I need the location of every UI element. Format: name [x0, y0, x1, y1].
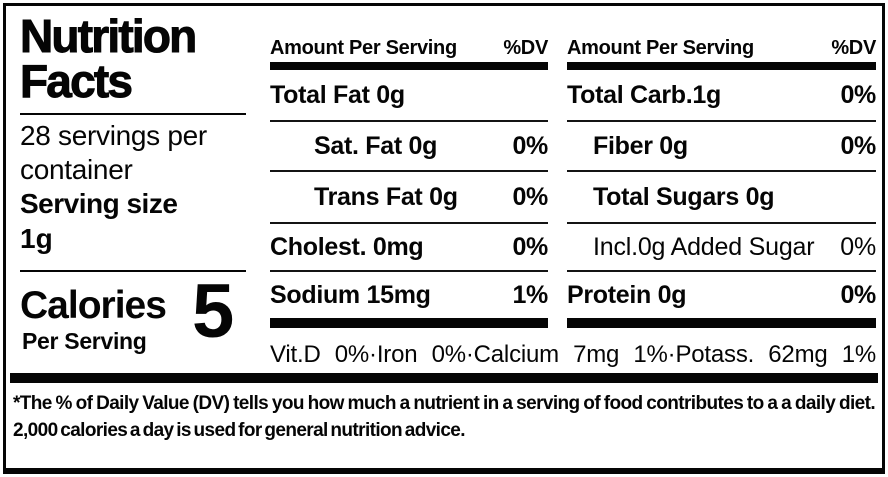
dv-heading: %DV	[503, 37, 548, 59]
row-added-sugar: Incl.0g Added Sugar 0%	[567, 224, 876, 272]
row-protein: Protein 0g 0%	[567, 272, 876, 318]
row-sodium: Sodium 15mg 1%	[270, 272, 548, 318]
nutrient-name: Sodium 15mg	[270, 280, 431, 309]
nutrient-dv: 1%	[512, 280, 548, 309]
nutrient-name: Protein 0g	[567, 280, 687, 309]
label-title-line1: Nutrition	[19, 10, 197, 62]
row-sat-fat: Sat. Fat 0g 0%	[270, 122, 548, 172]
row-trans-fat: Trans Fat 0g 0%	[270, 172, 548, 224]
nutrient-dv: 0%	[512, 182, 548, 211]
calories-value: 5	[192, 269, 235, 354]
dv-heading: %DV	[831, 37, 876, 59]
panel-bottom-bar	[270, 318, 548, 328]
nutrient-dv: 0%	[840, 131, 876, 160]
row-total-sugars: Total Sugars 0g	[567, 172, 876, 224]
calories-divider	[20, 270, 246, 272]
nutrient-dv: 0%	[512, 131, 548, 160]
serving-size-label: Serving size	[20, 188, 178, 219]
label-title-line2: Facts	[19, 55, 133, 108]
amount-per-serving-heading: Amount Per Serving	[567, 37, 754, 59]
serving-size-value: 1g	[20, 223, 53, 254]
header-divider-bar	[567, 62, 876, 70]
panel-bottom-bar	[567, 318, 876, 328]
calories-label: Calories	[20, 284, 167, 327]
title-underline	[20, 113, 246, 115]
nutrient-name: Trans Fat 0g	[314, 182, 458, 211]
nutrient-name: Fiber 0g	[593, 131, 688, 160]
nutrient-dv: 0%	[840, 232, 876, 261]
nutrient-dv: 0%	[840, 80, 876, 109]
label-title: Nutrition Facts	[19, 10, 197, 108]
nutrient-name: Total Sugars 0g	[593, 182, 775, 211]
daily-value-footnote: *The % of Daily Value (DV) tells you how…	[13, 393, 876, 441]
nutrition-facts-label: Nutrition Facts 28 servings per containe…	[3, 3, 885, 474]
nutrient-name: Total Carb.1g	[567, 80, 721, 109]
row-cholesterol: Cholest. 0mg 0%	[270, 224, 548, 272]
nutrient-name: Total Fat 0g	[270, 80, 405, 109]
nutrient-dv: 0%	[840, 280, 876, 309]
micronutrients-line: Vit.D 0%·Iron 0%·Calcium 7mg 1%·Potass. …	[270, 341, 876, 368]
row-total-carb: Total Carb.1g 0%	[567, 70, 876, 122]
nutrient-name: Sat. Fat 0g	[314, 131, 438, 160]
footnote-divider-bar	[10, 373, 878, 383]
row-fiber: Fiber 0g 0%	[567, 122, 876, 172]
fat-panel-header: Amount Per Serving %DV	[270, 34, 548, 62]
row-total-fat: Total Fat 0g	[270, 70, 548, 122]
header-divider-bar	[270, 62, 548, 70]
nutrient-name: Incl.0g Added Sugar	[593, 232, 815, 261]
carb-panel: Amount Per Serving %DV Total Carb.1g 0% …	[567, 34, 876, 328]
calories-subtitle: Per Serving	[22, 328, 147, 354]
carb-panel-header: Amount Per Serving %DV	[567, 34, 876, 62]
fat-panel: Amount Per Serving %DV Total Fat 0g Sat.…	[270, 34, 548, 328]
servings-per-container: 28 servings per container	[20, 120, 207, 185]
nutrient-name: Cholest. 0mg	[270, 232, 424, 261]
amount-per-serving-heading: Amount Per Serving	[270, 37, 457, 59]
nutrient-dv: 0%	[512, 232, 548, 261]
